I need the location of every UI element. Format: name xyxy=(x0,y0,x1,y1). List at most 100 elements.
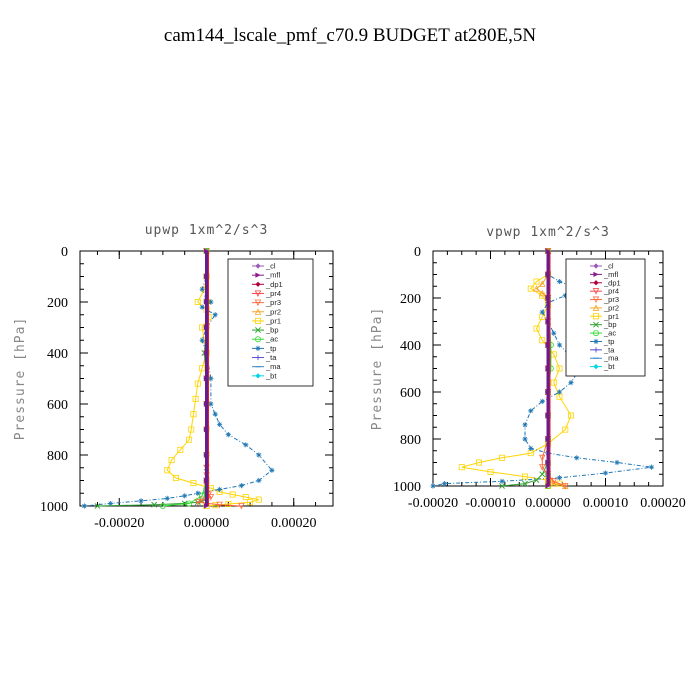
data-point xyxy=(81,503,87,509)
legend-item: _pr2 xyxy=(590,303,619,312)
legend-item: _pr3 xyxy=(590,295,619,304)
legend-marker xyxy=(255,345,261,351)
data-point xyxy=(207,494,215,501)
chart-panel-1: upwp 1xm^2/s^3 Pressure [hPa] 0 200 400 600 80… xyxy=(13,223,334,531)
legend-label: _pr2 xyxy=(603,303,619,312)
x-tick-label: -0.00010 xyxy=(465,496,515,511)
x-tick-label: -0.00020 xyxy=(94,516,144,531)
data-point xyxy=(539,309,545,315)
legend-label: _pr3 xyxy=(265,298,281,307)
data-point xyxy=(539,464,546,471)
data-point xyxy=(574,455,580,461)
data-point xyxy=(216,421,223,427)
data-point xyxy=(269,467,275,473)
legend-marker xyxy=(592,304,600,311)
data-point xyxy=(562,482,569,490)
legend-item: _mfl xyxy=(252,271,281,280)
legend-item: _bp xyxy=(590,320,617,329)
data-point xyxy=(487,468,494,475)
legend-label: _ta xyxy=(265,353,277,362)
data-point xyxy=(556,475,563,481)
x-tick-label: 0.00020 xyxy=(640,496,686,511)
legend-label: _bt xyxy=(265,371,277,380)
data-point xyxy=(533,285,540,292)
legend-marker xyxy=(593,271,599,277)
data-point xyxy=(190,411,197,418)
data-point xyxy=(441,481,448,487)
legend-marker xyxy=(255,354,261,361)
legend-item: _cl xyxy=(590,262,614,271)
data-point xyxy=(198,496,206,504)
legend-label: _bp xyxy=(603,320,617,329)
y-tick-label: 400 xyxy=(47,347,68,362)
data-point xyxy=(568,412,575,419)
y-tick-label: 600 xyxy=(47,398,68,413)
data-point xyxy=(539,280,546,287)
legend-marker xyxy=(593,338,599,345)
legend-label: _mfl xyxy=(603,270,619,279)
data-point xyxy=(614,459,620,466)
series-bp xyxy=(94,248,212,509)
legend-item: _dp1 xyxy=(252,280,283,289)
data-point xyxy=(556,389,563,395)
data-point xyxy=(138,498,144,504)
data-point xyxy=(212,411,218,417)
y-tick-label: 400 xyxy=(400,339,421,354)
data-point xyxy=(199,286,205,292)
legend-item: _pr1 xyxy=(252,316,281,325)
data-point xyxy=(522,436,528,442)
y-tick-label: 800 xyxy=(47,449,68,464)
legend-marker xyxy=(254,317,261,324)
data-point xyxy=(212,502,219,509)
x-tick-label: 0.00010 xyxy=(583,496,629,511)
data-point xyxy=(539,454,546,462)
data-point xyxy=(186,500,193,507)
data-point xyxy=(499,483,505,489)
legend-item: _pr1 xyxy=(590,312,619,321)
data-point xyxy=(550,480,557,487)
data-point xyxy=(562,293,568,299)
data-point xyxy=(194,499,202,506)
data-point xyxy=(182,493,188,499)
data-point xyxy=(602,470,609,476)
data-point xyxy=(527,285,534,292)
legend-marker xyxy=(593,313,600,320)
legend-marker xyxy=(255,263,261,269)
legend-label: _ac xyxy=(265,335,278,344)
legend-marker xyxy=(592,288,600,295)
legend-marker xyxy=(254,290,262,297)
legend-item: _ma xyxy=(252,362,281,371)
y-tick-label: 600 xyxy=(400,386,421,401)
data-point xyxy=(208,299,214,305)
data-point xyxy=(238,483,244,489)
data-point xyxy=(168,457,175,464)
data-point xyxy=(164,467,171,474)
series-line xyxy=(461,251,572,487)
data-point xyxy=(194,380,201,387)
y-axis-label: Pressure [hPa] xyxy=(370,307,385,431)
data-point xyxy=(498,454,505,461)
data-point xyxy=(188,426,195,433)
y-tick-label: 0 xyxy=(61,245,68,260)
data-point xyxy=(522,480,528,487)
legend-label: _bp xyxy=(265,326,279,335)
legend-item: _tp xyxy=(590,337,614,346)
legend-label: _pr2 xyxy=(265,307,281,316)
data-point xyxy=(550,478,557,485)
legend-marker xyxy=(254,299,262,307)
legend-item: _ta xyxy=(590,345,615,354)
legend-marker xyxy=(593,263,599,269)
legend-label: _cl xyxy=(265,262,276,271)
legend: _cl_mfl_dp1_pr4_pr3_pr2_pr1_bp_ac_tp_ta_… xyxy=(227,258,314,387)
legend-marker xyxy=(592,296,600,304)
legend-item: _bt xyxy=(590,362,615,371)
legend-item: _pr4 xyxy=(590,287,619,296)
legend-item: _ac xyxy=(252,335,278,344)
data-point xyxy=(533,325,540,332)
legend-label: _pr1 xyxy=(603,312,619,321)
legend-label: _ma xyxy=(265,362,281,371)
data-point xyxy=(256,477,262,484)
data-point xyxy=(522,422,528,428)
legend-marker xyxy=(254,308,262,315)
